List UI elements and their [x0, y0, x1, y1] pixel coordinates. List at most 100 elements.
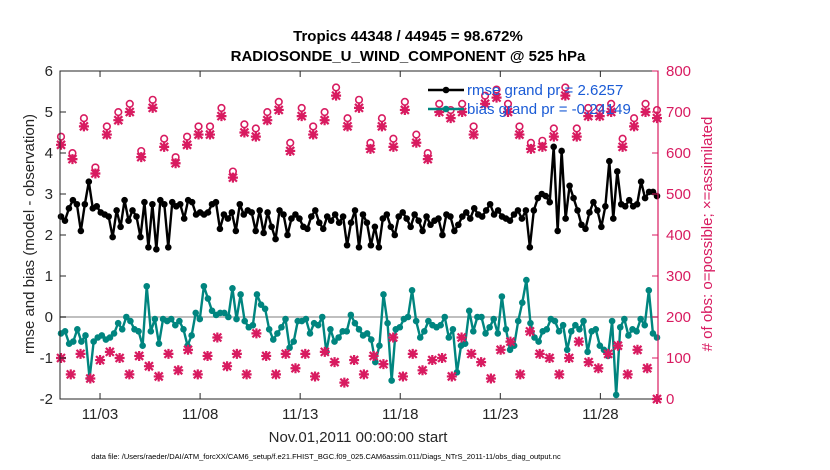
x-tick-label: 11/08 [182, 406, 218, 423]
y-left-tick-label: 2 [45, 227, 53, 244]
rmse-point-23 [149, 200, 156, 208]
bias-point-143 [641, 321, 649, 329]
bias-point-22 [147, 328, 155, 335]
bias-point-52 [269, 336, 277, 343]
obs-assimilated-point-50 [629, 121, 640, 132]
obs-assimilated-point-12 [193, 129, 204, 140]
y-right-tick-label: 600 [666, 145, 691, 162]
obs-assimilated-point-5 [113, 115, 124, 126]
rmse-point-82 [383, 211, 391, 218]
obs-assimilated-point-51 [640, 107, 651, 117]
rmse-point-120 [534, 194, 542, 202]
y-left-tick-label: -1 [40, 350, 53, 367]
bias-point-87 [412, 317, 420, 325]
legend-bias-marker [442, 105, 450, 113]
obs-assimilated-point-52 [651, 113, 662, 124]
obs-assimilated-point-31 [411, 137, 422, 148]
obs-assimilated-point-14 [216, 111, 227, 122]
rmse-point-45 [236, 200, 244, 208]
bias-point-105 [486, 323, 493, 331]
bias-point-60 [302, 315, 310, 323]
chart-subtitle: RADIOSONDE_U_WIND_COMPONENT @ 525 hPa [231, 48, 586, 65]
rmse-point-142 [621, 203, 629, 210]
obs-assimilated-lower-point-56 [603, 348, 614, 359]
legend: rmse grand pr = 2.6257 bias grand pr = -0… [428, 82, 631, 118]
obs-assimilated-point-42 [537, 141, 548, 152]
bias-point-19 [135, 328, 142, 335]
rmse-point-64 [311, 207, 319, 214]
rmse-point-46 [240, 211, 248, 218]
obs-assimilated-lower-point-46 [505, 336, 516, 347]
obs-assimilated-lower-point-17 [222, 361, 233, 372]
bias-point-136 [612, 391, 620, 399]
rmse-point-48 [248, 209, 256, 216]
obs-assimilated-point-38 [491, 92, 502, 103]
rmse-point-86 [399, 209, 407, 216]
obs-assimilated-lower-point-41 [456, 332, 467, 343]
obs-assimilated-point-0 [56, 139, 67, 150]
bias-point-145 [649, 330, 657, 337]
bias-point-119 [543, 326, 551, 333]
bias-point-20 [139, 342, 146, 350]
obs-assimilated-point-33 [434, 107, 445, 117]
bias-point-106 [490, 315, 498, 323]
rmse-point-49 [252, 227, 259, 235]
bias-point-121 [551, 317, 559, 325]
obs-assimilated-point-40 [514, 129, 525, 140]
rmse-point-73 [347, 219, 355, 226]
obs-assimilated-lower-point-1 [65, 369, 76, 380]
rmse-point-139 [609, 215, 617, 222]
bias-point-13 [110, 330, 118, 337]
bias-point-57 [290, 338, 297, 345]
bias-point-99 [461, 340, 469, 347]
obs-assimilated-lower-point-30 [349, 355, 360, 366]
obs-assimilated-lower-point-40 [446, 371, 457, 382]
bias-point-110 [506, 346, 514, 354]
rmse-point-43 [228, 209, 236, 216]
rmse-point-31 [180, 215, 188, 222]
obs-assimilated-lower-point-38 [427, 355, 438, 366]
rmse-point-101 [459, 213, 466, 220]
rmse-point-55 [276, 207, 283, 214]
rmse-point-13 [109, 233, 116, 241]
x-tick-label: 11/03 [82, 406, 118, 423]
y-right-tick-label: 500 [666, 186, 691, 203]
rmse-point-110 [494, 207, 502, 214]
bias-point-113 [518, 299, 526, 306]
bias-point-107 [494, 330, 502, 337]
rmse-point-129 [570, 194, 577, 202]
obs-assimilated-point-41 [525, 143, 536, 154]
rmse-point-4 [73, 200, 81, 208]
rmse-point-19 [133, 213, 140, 220]
rmse-point-25 [157, 196, 164, 204]
bias-point-115 [527, 319, 534, 327]
bias-point-23 [151, 315, 159, 323]
obs-assimilated-lower-point-5 [104, 346, 115, 357]
obs-assimilated-lower-point-29 [339, 377, 350, 388]
rmse-point-16 [121, 196, 128, 204]
bias-point-43 [233, 315, 240, 323]
rmse-point-116 [518, 215, 526, 222]
bias-point-28 [172, 321, 179, 329]
bias-point-95 [445, 334, 453, 341]
obs-assimilated-point-37 [480, 98, 491, 109]
rmse-point-131 [578, 221, 585, 229]
obs-assimilated-point-17 [250, 131, 261, 142]
bias-point-131 [592, 326, 600, 333]
obs-assimilated-lower-point-32 [368, 350, 379, 361]
rmse-point-44 [232, 227, 240, 235]
obs-assimilated-lower-point-48 [524, 326, 535, 337]
bias-point-40 [220, 309, 228, 317]
rmse-point-106 [478, 213, 486, 220]
bias-point-30 [180, 326, 187, 333]
rmse-point-122 [542, 192, 550, 200]
rmse-point-58 [288, 215, 295, 222]
bias-point-49 [257, 301, 265, 309]
bias-point-51 [265, 326, 273, 333]
bias-point-125 [567, 328, 575, 335]
obs-assimilated-lower-point-13 [183, 344, 194, 355]
rmse-point-146 [637, 178, 645, 185]
obs-assimilated-lower-point-43 [476, 357, 487, 368]
rmse-point-95 [435, 215, 442, 222]
obs-assimilated-lower-point-60 [642, 363, 653, 374]
